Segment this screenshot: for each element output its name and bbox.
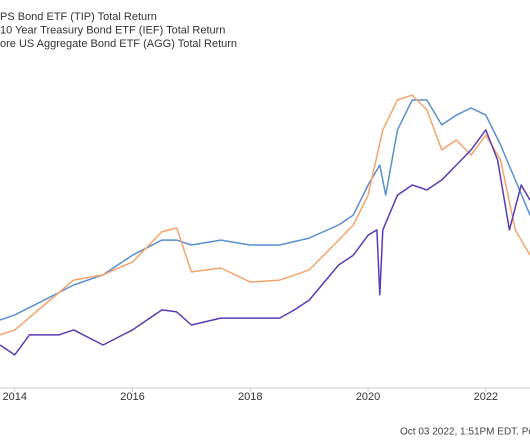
x-tick-label: 2022 <box>474 391 498 403</box>
legend-label: PS Bond ETF (TIP) Total Return <box>0 11 157 23</box>
x-tick-label: 2018 <box>238 391 262 403</box>
series-line <box>0 129 530 356</box>
legend-label: ore US Aggregate Bond ETF (AGG) Total Re… <box>0 38 237 50</box>
series-line <box>0 94 530 336</box>
x-tick-label: 2020 <box>356 391 380 403</box>
series-line <box>0 99 530 321</box>
x-tick-label: 2014 <box>2 391 26 403</box>
legend-label: 10 Year Treasury Bond ETF (IEF) Total Re… <box>0 24 225 36</box>
x-tick-label: 2016 <box>120 391 144 403</box>
footer: Oct 03 2022, 1:51PM EDT. Powered by <box>400 427 530 438</box>
